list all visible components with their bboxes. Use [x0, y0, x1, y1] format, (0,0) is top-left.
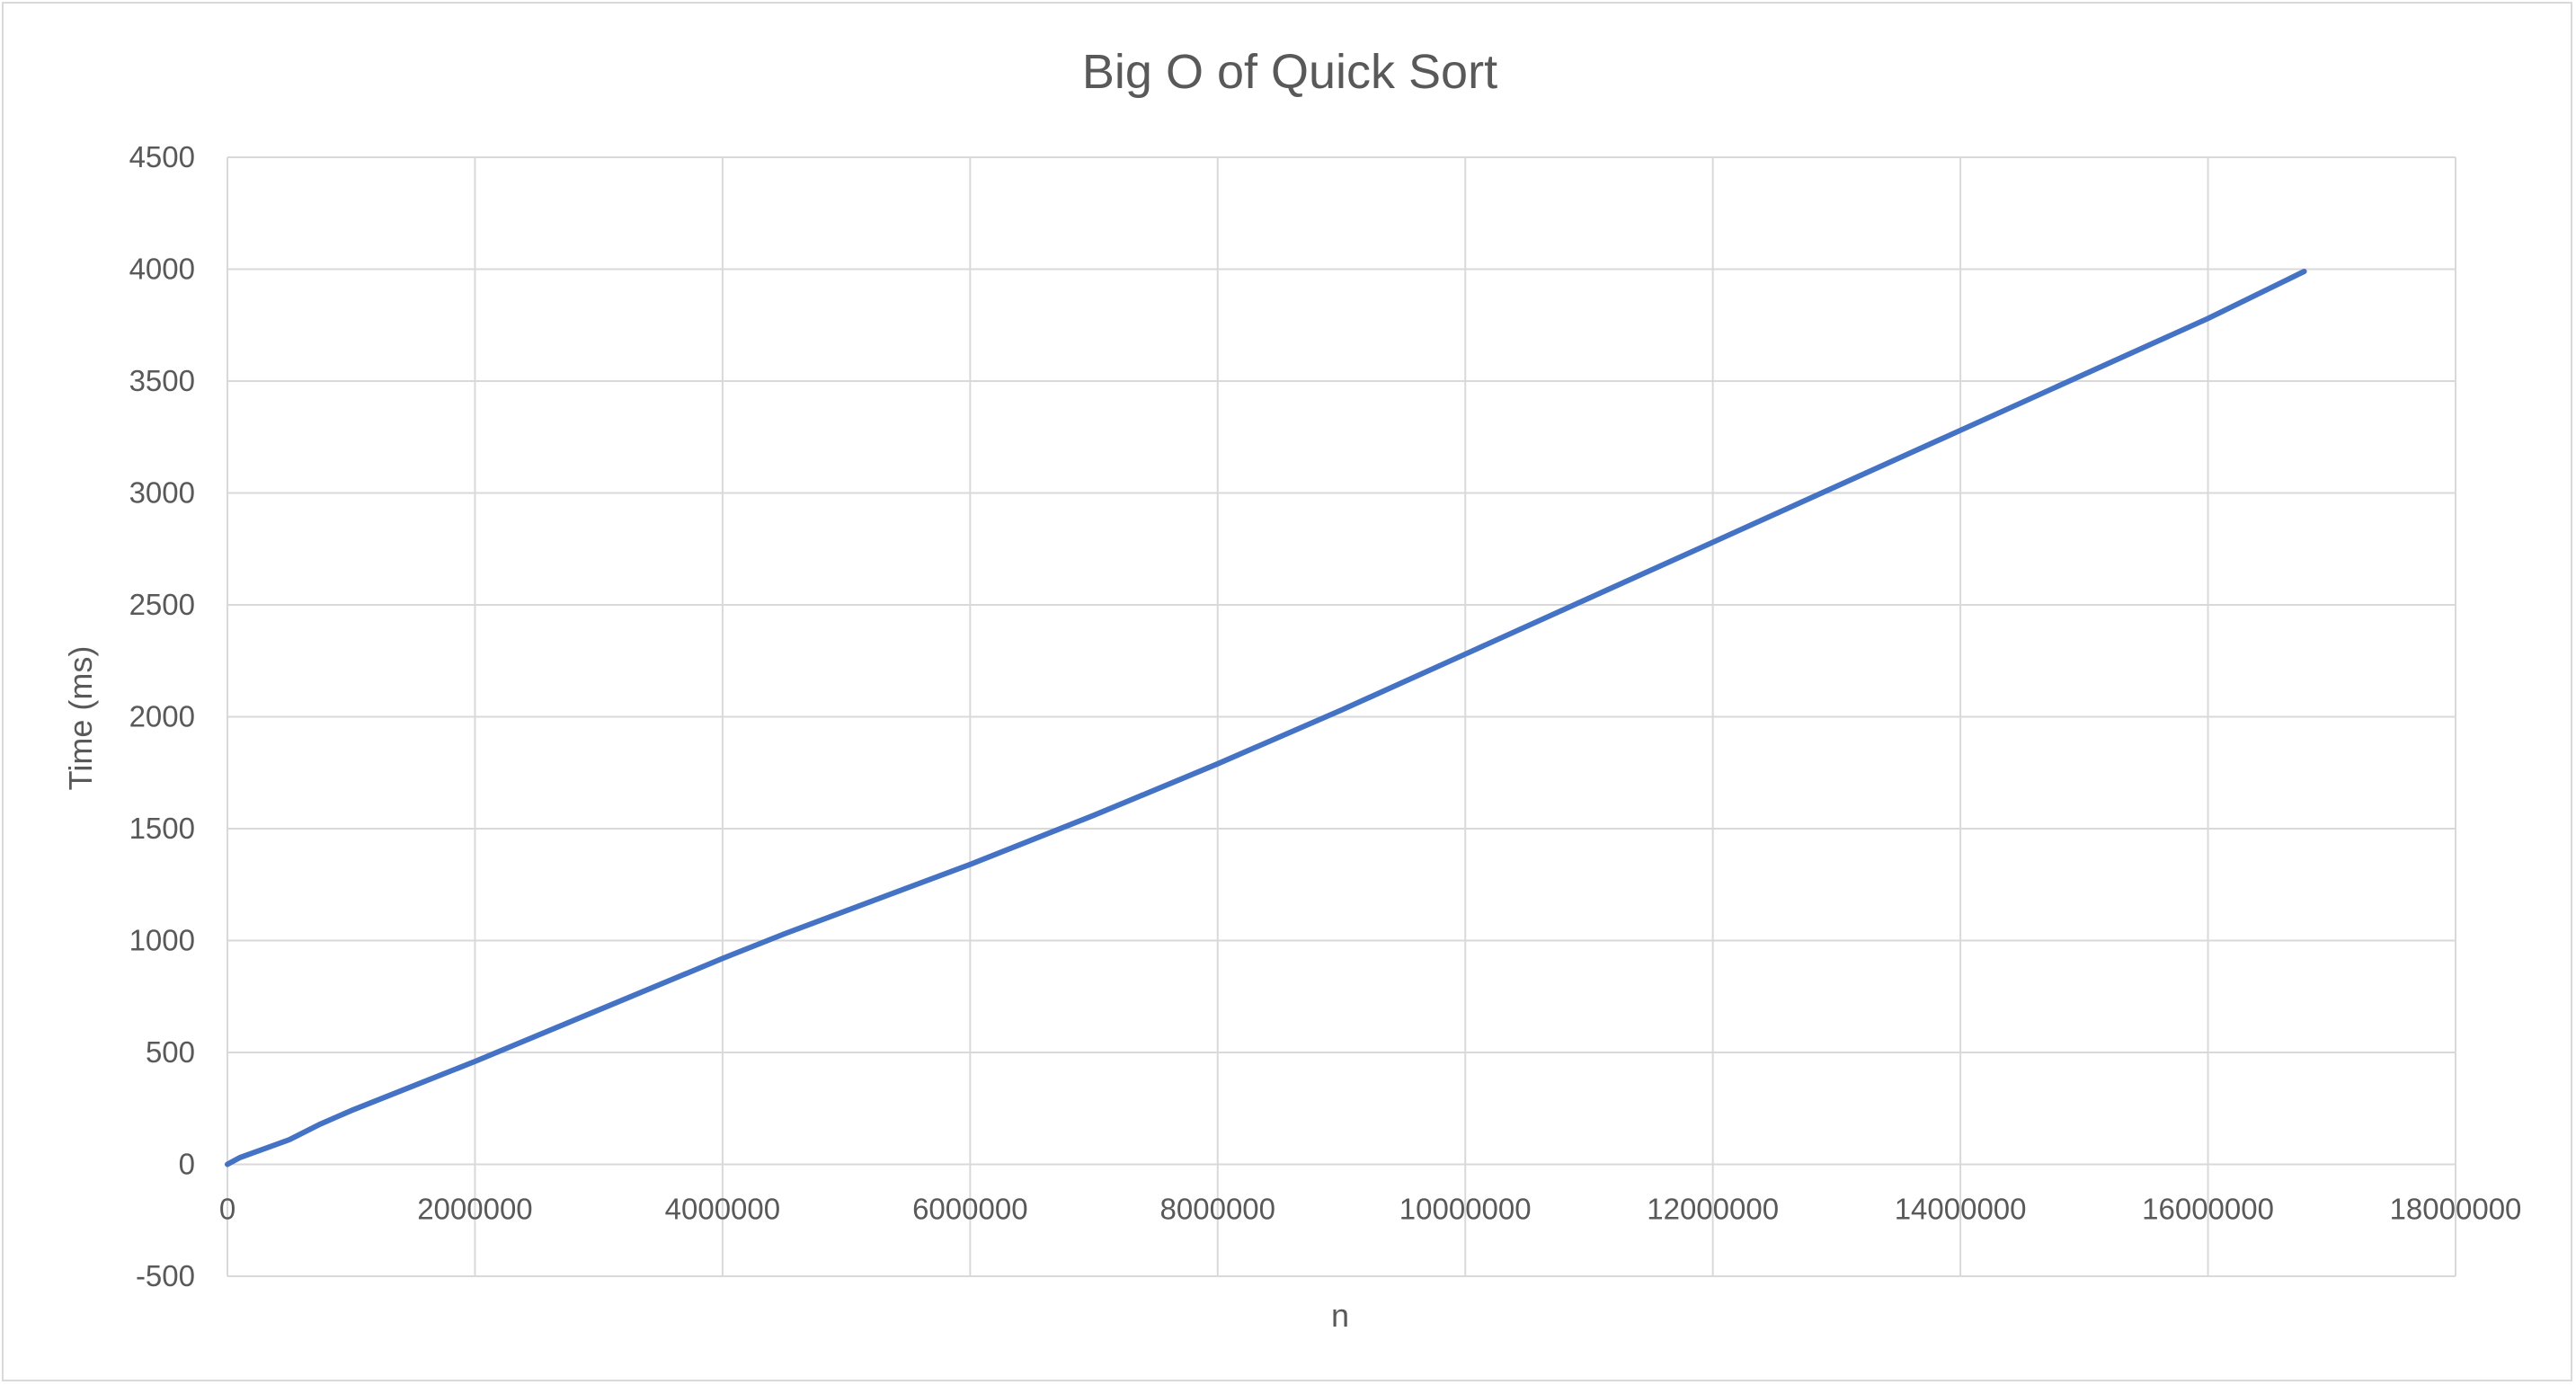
y-axis-tick-labels: -500 0 500 1000 1500 2000 2500 3000 3500 4000 4500 — [129, 140, 195, 1292]
y-tick-label: -500 — [136, 1259, 195, 1292]
x-tick-label: 2000000 — [417, 1193, 532, 1226]
series-line — [225, 269, 2307, 1167]
x-tick-label: 14000000 — [1895, 1193, 2027, 1226]
x-axis-tick-labels: 0 2000000 4000000 6000000 8000000 10000000 120… — [219, 1193, 2522, 1226]
gridlines — [227, 156, 2456, 1277]
y-tick-label: 2000 — [129, 700, 195, 733]
x-axis-title: n — [1331, 1297, 1349, 1334]
x-tick-label: 12000000 — [1647, 1193, 1779, 1226]
x-tick-label: 18000000 — [2390, 1193, 2522, 1226]
x-tick-label: 6000000 — [912, 1193, 1027, 1226]
x-tick-label: 0 — [219, 1193, 235, 1226]
x-tick-label: 8000000 — [1160, 1193, 1275, 1226]
x-tick-label: 16000000 — [2142, 1193, 2274, 1226]
y-tick-label: 4500 — [129, 140, 195, 173]
y-tick-label: 500 — [146, 1035, 195, 1069]
y-tick-label: 0 — [179, 1148, 195, 1181]
y-tick-label: 1500 — [129, 812, 195, 845]
x-tick-label: 4000000 — [665, 1193, 780, 1226]
y-tick-label: 2500 — [129, 588, 195, 621]
x-tick-label: 10000000 — [1399, 1193, 1532, 1226]
y-tick-label: 4000 — [129, 253, 195, 286]
series-layer — [225, 269, 2307, 1167]
y-axis-title: Time (ms) — [62, 646, 99, 791]
y-tick-label: 3000 — [129, 476, 195, 510]
y-tick-label: 3500 — [129, 364, 195, 397]
chart-title: Big O of Quick Sort — [1082, 45, 1497, 99]
line-chart: Big O of Quick Sort -500 0 500 1000 1500 2000… — [62, 45, 2522, 1334]
y-tick-label: 1000 — [129, 924, 195, 957]
